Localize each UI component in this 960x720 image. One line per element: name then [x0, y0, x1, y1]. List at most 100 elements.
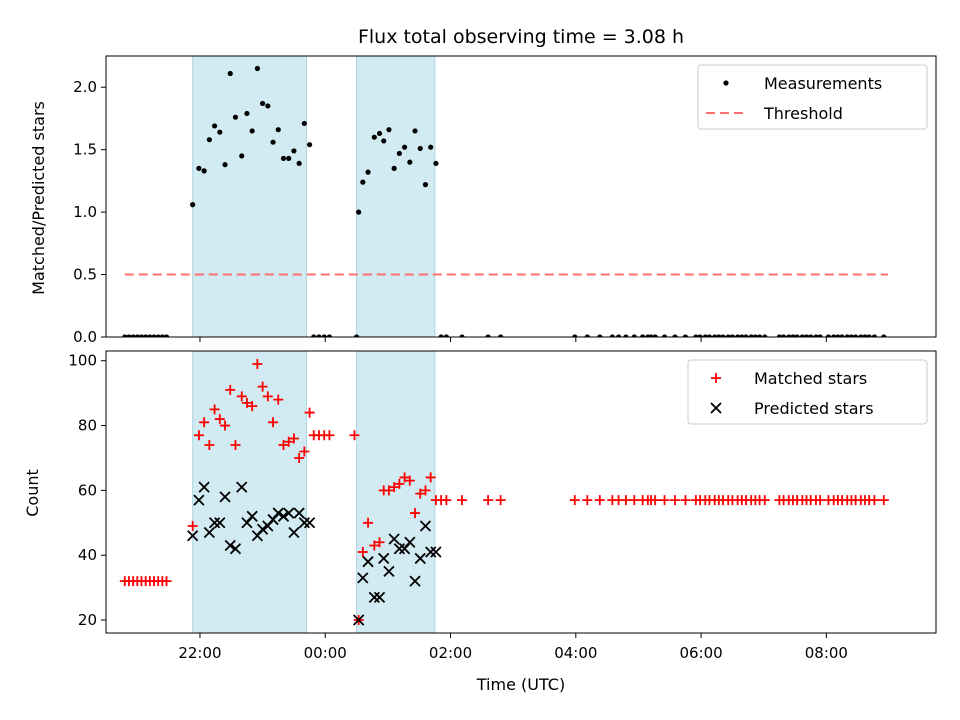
- predicted-star-marker: [256, 523, 269, 535]
- measurement-point: [794, 334, 800, 337]
- matched-star-marker: [420, 485, 431, 496]
- matched-star-marker: [483, 495, 494, 506]
- matched-star-marker: [252, 358, 263, 369]
- measurement-point: [725, 334, 731, 337]
- measurement-point: [143, 334, 149, 337]
- measurement-point: [296, 160, 302, 167]
- matched-star-marker: [230, 440, 241, 450]
- measurement-point: [217, 129, 223, 135]
- matched-star-marker: [278, 440, 289, 450]
- measurement-point: [652, 334, 658, 337]
- matched-star-marker: [199, 417, 210, 428]
- predicted-star-marker: [419, 520, 432, 532]
- measurement-point: [270, 139, 276, 145]
- measurement-point: [138, 334, 145, 337]
- matched-star-marker: [214, 414, 225, 425]
- predicted-star-marker: [203, 526, 215, 539]
- matched-star-marker: [389, 482, 400, 493]
- matched-star-marker: [650, 495, 661, 506]
- measurement-point: [196, 165, 202, 171]
- predicted-star-marker: [187, 530, 199, 542]
- matched-star-marker: [878, 495, 889, 506]
- matched-star-marker: [304, 407, 315, 418]
- measurement-point: [232, 114, 239, 120]
- matched-star-marker: [425, 472, 436, 483]
- measurement-point: [780, 334, 787, 337]
- measurement-point: [306, 142, 313, 148]
- measurement-point: [206, 137, 212, 143]
- matched-star-marker: [209, 404, 220, 415]
- measurement-point: [776, 334, 782, 337]
- measurement-point: [752, 334, 758, 337]
- measurement-point: [786, 334, 792, 337]
- predicted-star-marker: [288, 526, 300, 539]
- bottom-observing-band: [356, 350, 436, 634]
- measurement-point: [682, 334, 689, 337]
- matched-star-marker: [161, 576, 172, 587]
- measurement-point: [365, 169, 371, 175]
- measurement-point: [134, 334, 140, 337]
- measurement-point: [485, 334, 491, 337]
- matched-star-marker: [495, 495, 506, 506]
- matched-star-marker: [299, 446, 310, 457]
- matched-star-marker: [415, 488, 426, 499]
- matched-star-marker: [220, 420, 231, 431]
- measurement-point: [597, 334, 603, 337]
- measurement-point: [401, 144, 408, 150]
- legend-matched-marker: [711, 373, 721, 383]
- bottom-legend-label: Predicted stars: [754, 399, 874, 418]
- matched-star-marker: [236, 391, 247, 402]
- measurement-point: [417, 145, 423, 152]
- predicted-star-marker: [409, 575, 421, 587]
- matched-star-marker: [225, 384, 236, 395]
- x-axis-label: Time (UTC): [476, 675, 565, 694]
- predicted-star-marker: [353, 614, 365, 626]
- top-legend-label: Measurements: [764, 74, 882, 93]
- matched-star-marker: [394, 478, 405, 489]
- predicted-star-marker: [393, 543, 406, 555]
- measurement-point: [881, 334, 887, 337]
- bottom-y-tick-label: 80: [78, 417, 97, 435]
- measurement-point: [227, 70, 233, 77]
- matched-star-marker: [357, 546, 368, 557]
- predicted-star-marker: [357, 572, 369, 584]
- top-observing-band: [192, 55, 307, 338]
- matched-star-marker: [193, 430, 204, 441]
- measurement-point: [762, 334, 768, 337]
- predicted-star-marker: [362, 556, 374, 568]
- measurement-point: [616, 334, 622, 337]
- bottom-observing-band: [192, 350, 307, 634]
- top-plot-area: [122, 65, 888, 337]
- predicted-star-marker: [298, 517, 311, 529]
- measurement-point: [254, 65, 260, 72]
- top-panel: 0.0 0.5 1.0 1.5 2.0 Measurements Threshold: [73, 55, 937, 346]
- matched-star-marker: [268, 417, 279, 428]
- measurement-point: [817, 334, 823, 337]
- measurement-point: [631, 334, 637, 337]
- measurement-point: [697, 334, 703, 337]
- measurement-point: [702, 334, 708, 337]
- top-y-tick-label: 1.0: [73, 203, 97, 221]
- measurement-point: [866, 334, 872, 337]
- top-y-tick-label: 0.5: [73, 266, 97, 284]
- predicted-star-marker: [198, 481, 210, 493]
- measurement-point: [371, 134, 377, 140]
- measurement-point: [438, 334, 444, 337]
- predicted-star-marker: [293, 507, 305, 519]
- measurement-point: [407, 159, 413, 165]
- matched-star-marker: [187, 521, 198, 532]
- measurement-point: [720, 334, 726, 337]
- measurement-point: [260, 100, 266, 107]
- measurement-point: [648, 334, 654, 337]
- bottom-panel: 20 40 60 80 100 22:00 00:00 02:00 04:00 06:00 08:0…: [68, 350, 937, 662]
- matched-star-marker: [410, 508, 421, 519]
- measurement-point: [301, 120, 307, 127]
- measurement-point: [871, 334, 878, 337]
- matched-star-marker: [241, 397, 252, 408]
- matched-star-marker: [257, 381, 268, 392]
- measurement-point: [739, 334, 745, 337]
- bottom-y-tick-label: 20: [78, 611, 97, 629]
- measurement-point: [835, 334, 841, 337]
- bottom-plot-area: [119, 358, 889, 626]
- measurement-point: [391, 165, 397, 171]
